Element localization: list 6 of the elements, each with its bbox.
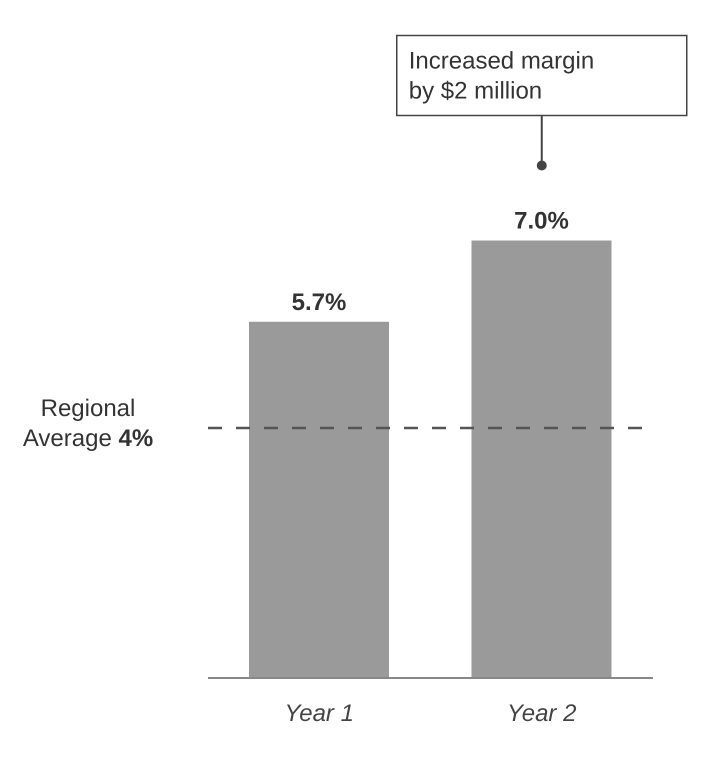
x-tick-label: Year 1: [284, 700, 354, 728]
x-tick-label: Year 2: [507, 700, 576, 728]
text: Increased margin by $2 million: [408, 48, 594, 104]
data-label: 5.7%: [292, 288, 346, 316]
ref-line-label: Regional Average 4%: [22, 395, 154, 452]
data-label: 7.0%: [514, 208, 569, 234]
